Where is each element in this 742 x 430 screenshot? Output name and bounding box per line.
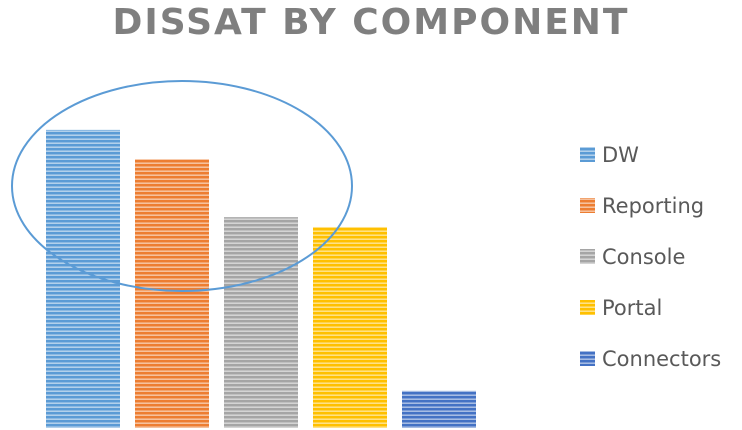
highlight-ellipse <box>11 80 353 292</box>
bars-group <box>46 129 476 429</box>
bar-console <box>224 217 298 428</box>
legend-swatch-portal <box>580 300 595 315</box>
legend: DW Reporting Console Portal Connectors <box>580 143 721 371</box>
legend-label-portal: Portal <box>602 296 662 320</box>
bar-portal <box>313 226 387 428</box>
legend-swatch-dw <box>580 147 595 162</box>
legend-swatch-console <box>580 249 595 264</box>
legend-swatch-reporting <box>580 198 595 213</box>
bar-dw <box>46 129 120 429</box>
legend-label-dw: DW <box>602 143 639 167</box>
bar-reporting <box>135 159 209 428</box>
legend-label-reporting: Reporting <box>602 194 704 218</box>
bar-connectors <box>402 390 476 428</box>
legend-label-console: Console <box>602 245 685 269</box>
chart-title: DISSAT BY COMPONENT <box>112 2 630 43</box>
legend-swatch-connectors <box>580 351 595 366</box>
legend-label-connectors: Connectors <box>602 347 721 371</box>
